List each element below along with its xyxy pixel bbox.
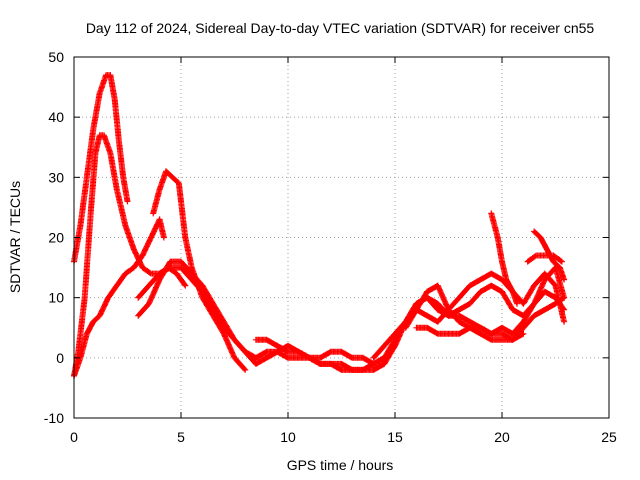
- plus-markers: [71, 72, 131, 265]
- y-axis-label: SDTVAR / TECUs: [7, 181, 23, 293]
- x-tick-label: 15: [387, 429, 403, 445]
- axis-ticks: 0 5 10 15 20 25 -10 0 10 20 30 40 50: [44, 49, 617, 445]
- x-tick-label: 20: [494, 429, 510, 445]
- series-track-12: [413, 324, 527, 343]
- series-track-1: [71, 72, 131, 265]
- plus-markers: [524, 252, 565, 265]
- y-tick-label: 40: [48, 109, 64, 125]
- y-tick-label: 0: [56, 350, 64, 366]
- y-tick-label: 20: [48, 230, 64, 246]
- series-track-8: [402, 282, 568, 343]
- x-axis-label: GPS time / hours: [287, 457, 394, 473]
- x-tick-label: 5: [177, 429, 185, 445]
- y-tick-label: 30: [48, 169, 64, 185]
- x-tick-label: 25: [601, 429, 617, 445]
- y-tick-label: 10: [48, 290, 64, 306]
- series-track-10: [488, 210, 520, 307]
- data-marks: [71, 72, 568, 379]
- x-tick-label: 10: [280, 429, 296, 445]
- series-track-13: [524, 252, 565, 265]
- y-tick-label: 50: [48, 49, 64, 65]
- chart-title: Day 112 of 2024, Sidereal Day-to-day VTE…: [86, 20, 595, 36]
- x-tick-label: 0: [70, 429, 78, 445]
- y-tick-label: -10: [44, 410, 64, 426]
